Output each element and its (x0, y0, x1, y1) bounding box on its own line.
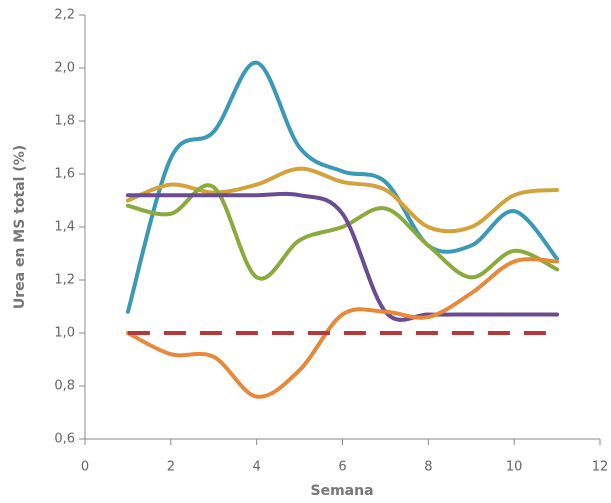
x-tick-label: 6 (338, 460, 346, 475)
x-tick-label: 4 (253, 460, 261, 475)
y-tick-label: 1,6 (54, 167, 75, 182)
series-line (125, 183, 560, 281)
y-tick-label: 1,4 (54, 220, 75, 235)
x-tick-label: 2 (167, 460, 175, 475)
x-tick-label: 0 (81, 460, 89, 475)
y-tick-label: 0,8 (54, 379, 75, 394)
y-tick-label: 0,6 (54, 432, 75, 447)
x-tick-label: 10 (506, 460, 523, 475)
x-tick-label: 12 (592, 460, 609, 475)
y-axis-title: Urea en MS total (%) (12, 145, 28, 309)
series-line (125, 166, 560, 234)
x-tick-label: 8 (424, 460, 432, 475)
x-axis-title: Semana (310, 483, 373, 499)
series-line (125, 191, 560, 322)
y-tick-label: 2,0 (54, 61, 75, 76)
y-tick-label: 1,0 (54, 326, 75, 341)
series-line (125, 60, 560, 314)
y-tick-label: 1,2 (54, 273, 75, 288)
y-tick-label: 2,2 (54, 8, 75, 23)
series-line (125, 257, 560, 399)
y-tick-label: 1,8 (54, 114, 75, 129)
